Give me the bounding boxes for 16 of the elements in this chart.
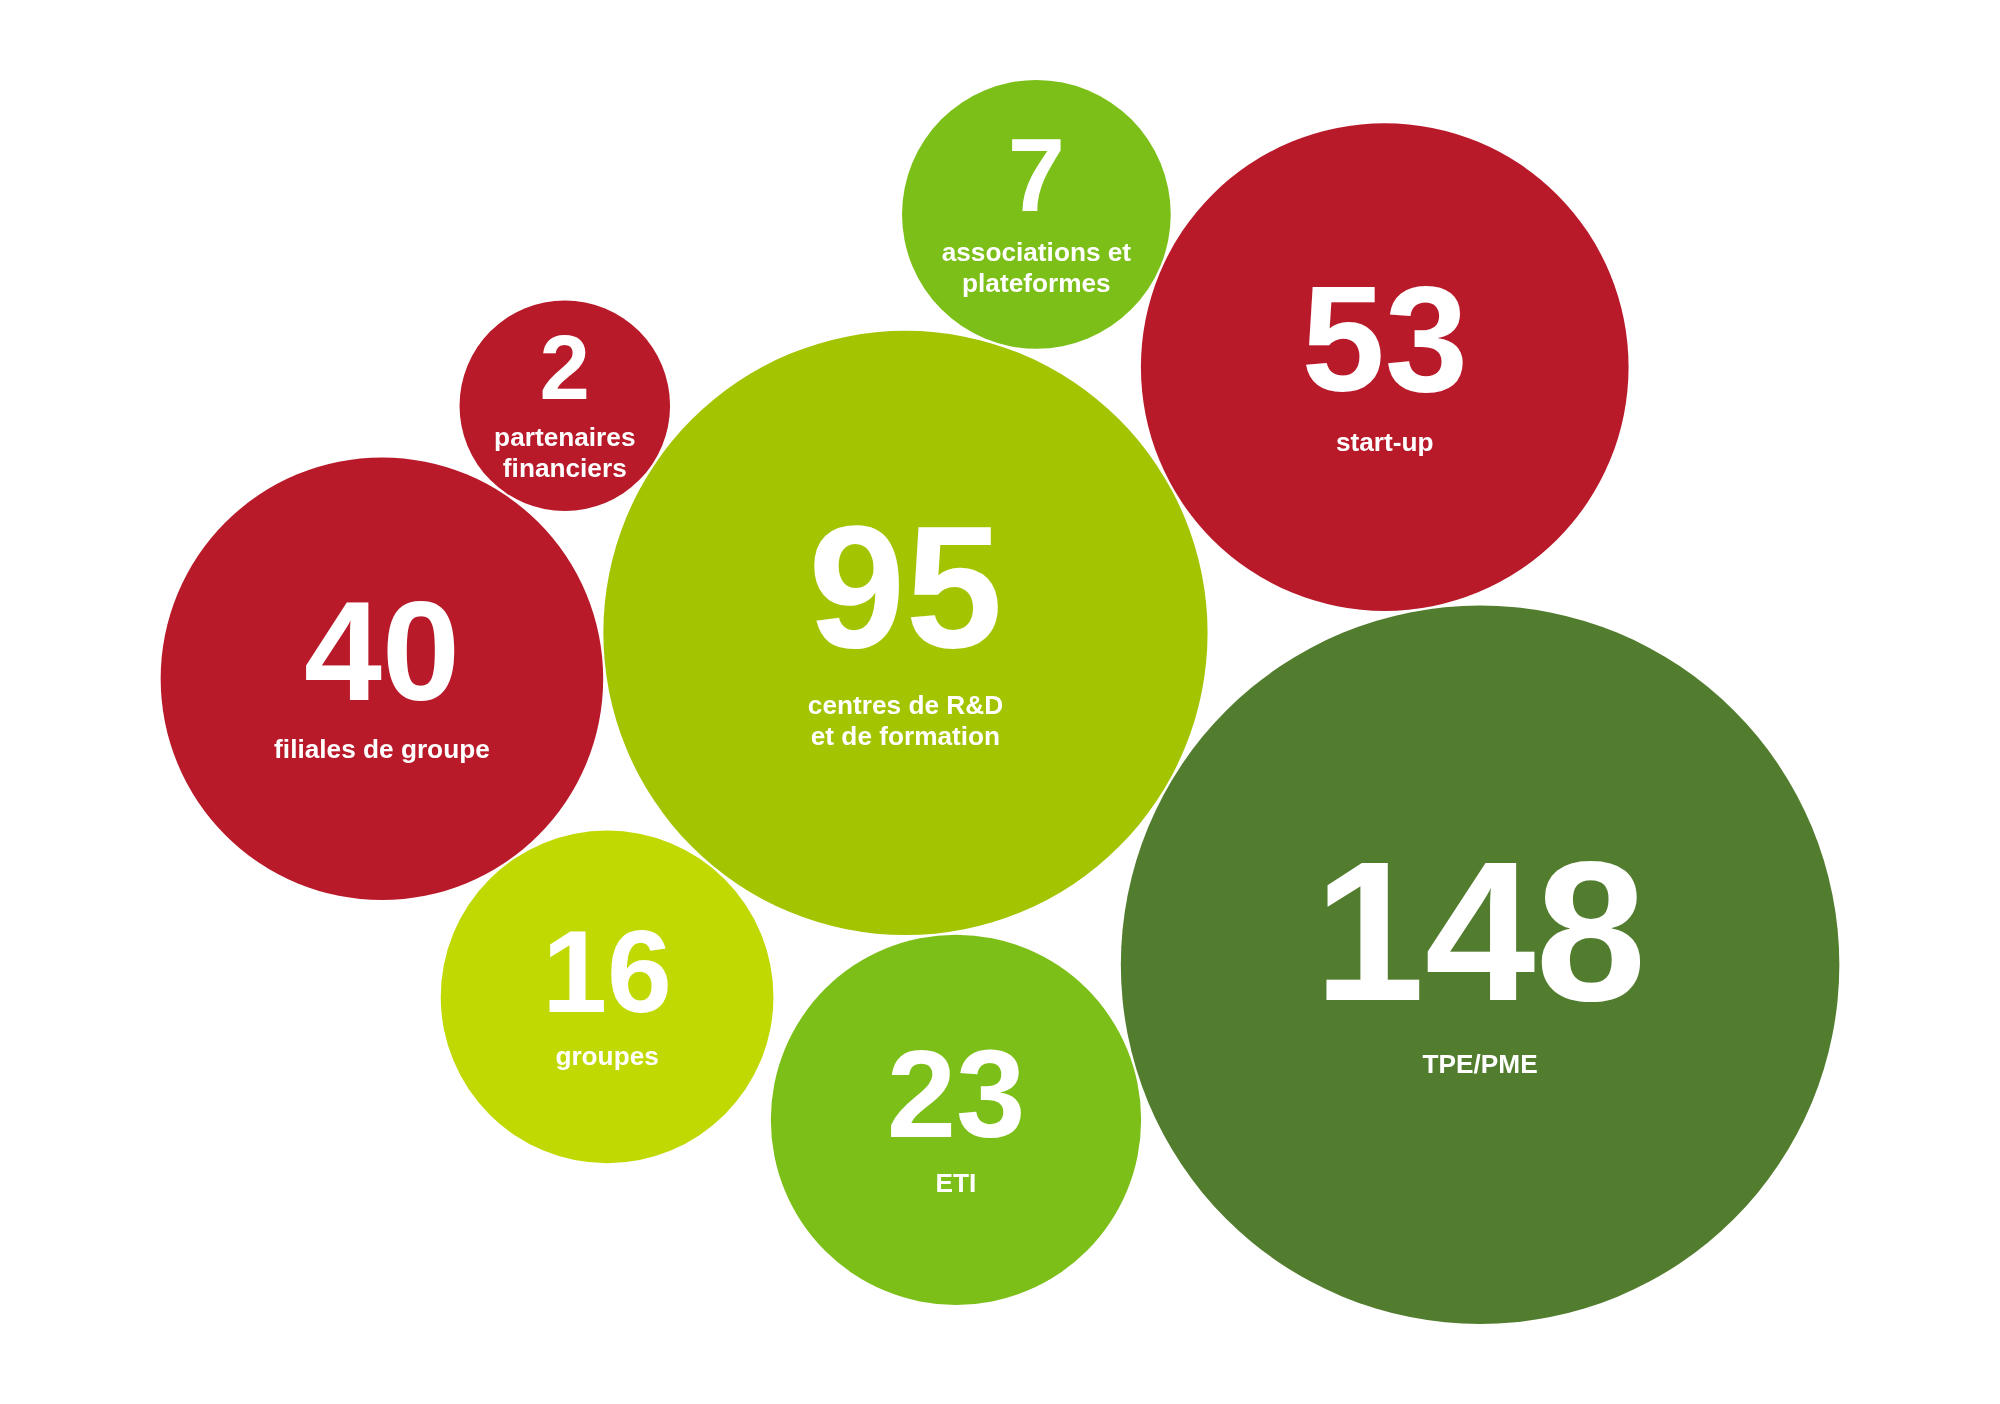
category-label: partenaires financiers	[494, 421, 636, 484]
category-label: associations et plateformes	[941, 236, 1132, 298]
data-label: 23	[886, 1024, 1026, 1164]
data-label: 95	[808, 488, 1003, 684]
data-label: 53	[1301, 254, 1469, 423]
category-label: filiales de groupe	[274, 734, 490, 765]
category-label: centres de R&D et de formation	[807, 689, 1004, 751]
category-label: groupes	[555, 1041, 659, 1072]
data-label: 7	[1007, 117, 1066, 233]
category-label: TPE/PME	[1422, 1048, 1538, 1079]
data-label: 40	[304, 572, 460, 730]
data-label: 16	[542, 906, 672, 1038]
data-label: 2	[539, 317, 590, 419]
category-label: start-up	[1335, 427, 1434, 458]
data-label: 148	[1314, 820, 1647, 1043]
category-label: ETI	[935, 1168, 977, 1199]
